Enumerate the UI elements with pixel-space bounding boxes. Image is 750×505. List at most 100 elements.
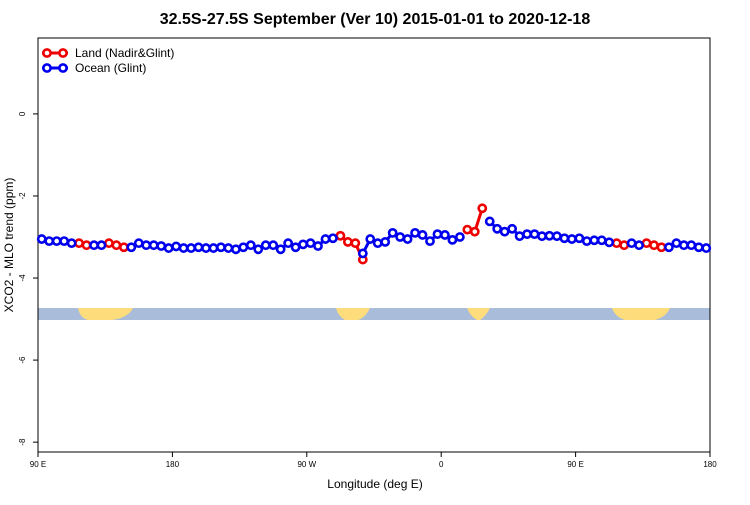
- data-point: [44, 236, 55, 247]
- data-point: [245, 240, 256, 251]
- legend-label: Ocean (Glint): [75, 61, 146, 75]
- data-point: [649, 240, 659, 251]
- data-point: [163, 243, 174, 253]
- data-point: [260, 240, 271, 251]
- data-point: [118, 242, 129, 253]
- land-band: [78, 308, 133, 320]
- data-point: [111, 240, 122, 251]
- legend-marker: [42, 63, 52, 73]
- data-point: [566, 234, 577, 244]
- data-point: [402, 234, 413, 244]
- data-point: [357, 248, 368, 259]
- data-point: [81, 240, 92, 251]
- data-point: [410, 227, 420, 238]
- data-point: [201, 243, 211, 253]
- data-point: [686, 240, 697, 251]
- data-point: [335, 230, 346, 241]
- data-point: [283, 238, 294, 249]
- data-point: [604, 237, 615, 248]
- data-point: [342, 237, 353, 247]
- data-point: [186, 243, 196, 253]
- chart-title: 32.5S-27.5S September (Ver 10) 2015-01-0…: [160, 11, 591, 28]
- series: [36, 216, 712, 259]
- data-point: [693, 242, 704, 253]
- data-point: [529, 229, 540, 240]
- data-point: [104, 238, 114, 249]
- data-point: [454, 232, 465, 242]
- data-point: [678, 240, 689, 251]
- x-tick-label: 90 W: [297, 460, 316, 469]
- y-tick-label: -2: [18, 192, 27, 200]
- data-point: [484, 216, 495, 227]
- data-point: [537, 231, 547, 242]
- data-point: [74, 238, 84, 249]
- y-tick-label: -8: [18, 438, 27, 446]
- data-point: [365, 234, 376, 244]
- data-point: [275, 244, 286, 255]
- data-point: [380, 237, 391, 247]
- legend-label: Land (Nadir&Glint): [75, 46, 174, 60]
- land-band: [612, 308, 670, 320]
- data-point: [51, 236, 62, 247]
- data-point: [208, 243, 219, 253]
- x-tick-label: 180: [166, 460, 180, 469]
- data-point: [507, 223, 518, 234]
- data-point: [664, 242, 674, 253]
- data-point: [328, 233, 338, 244]
- data-point: [238, 242, 249, 253]
- data-point: [492, 223, 503, 234]
- y-tick-label: -4: [18, 274, 27, 282]
- data-point: [425, 236, 435, 247]
- data-point: [589, 235, 600, 246]
- data-point: [133, 238, 144, 249]
- data-point: [253, 244, 264, 255]
- data-point: [477, 203, 488, 214]
- data-point: [559, 233, 570, 244]
- data-point: [66, 238, 77, 249]
- land-band: [467, 308, 490, 320]
- data-point: [372, 238, 383, 249]
- x-tick-label: 0: [439, 460, 444, 469]
- x-tick-label: 90 E: [30, 460, 46, 469]
- data-point: [216, 242, 226, 253]
- data-point: [671, 238, 682, 249]
- ocean-band: [38, 308, 710, 320]
- y-axis-label: XCO2 - MLO trend (ppm): [2, 178, 16, 313]
- data-point: [298, 239, 308, 250]
- data-point: [178, 243, 189, 253]
- series: [74, 203, 667, 265]
- data-point: [462, 224, 473, 235]
- data-point: [268, 240, 279, 251]
- data-point: [223, 243, 234, 253]
- land-ocean-band: [38, 308, 710, 320]
- data-point: [634, 240, 644, 251]
- x-axis-label: Longitude (deg E): [327, 477, 422, 491]
- x-tick-label: 180: [703, 460, 717, 469]
- data-point: [574, 233, 585, 244]
- data-point: [499, 226, 510, 237]
- data-point: [320, 234, 331, 244]
- data-point: [619, 240, 630, 251]
- legend-marker: [58, 48, 68, 58]
- legend-marker: [58, 63, 68, 73]
- data-point: [395, 232, 406, 242]
- data-point: [514, 231, 525, 242]
- data-point: [611, 238, 622, 249]
- data-point: [552, 231, 562, 242]
- data-point: [387, 227, 398, 238]
- data-point: [469, 226, 480, 237]
- data-point: [36, 234, 47, 244]
- data-point: [96, 240, 107, 251]
- data-point: [440, 230, 450, 240]
- data-point: [193, 242, 204, 253]
- data-point: [141, 240, 152, 251]
- data-point: [656, 242, 667, 253]
- data-point: [126, 242, 137, 253]
- data-point: [305, 238, 316, 249]
- data-point: [89, 240, 99, 251]
- data-point: [350, 238, 361, 249]
- land-band: [336, 308, 370, 320]
- data-point: [313, 241, 323, 251]
- data-point: [230, 244, 241, 255]
